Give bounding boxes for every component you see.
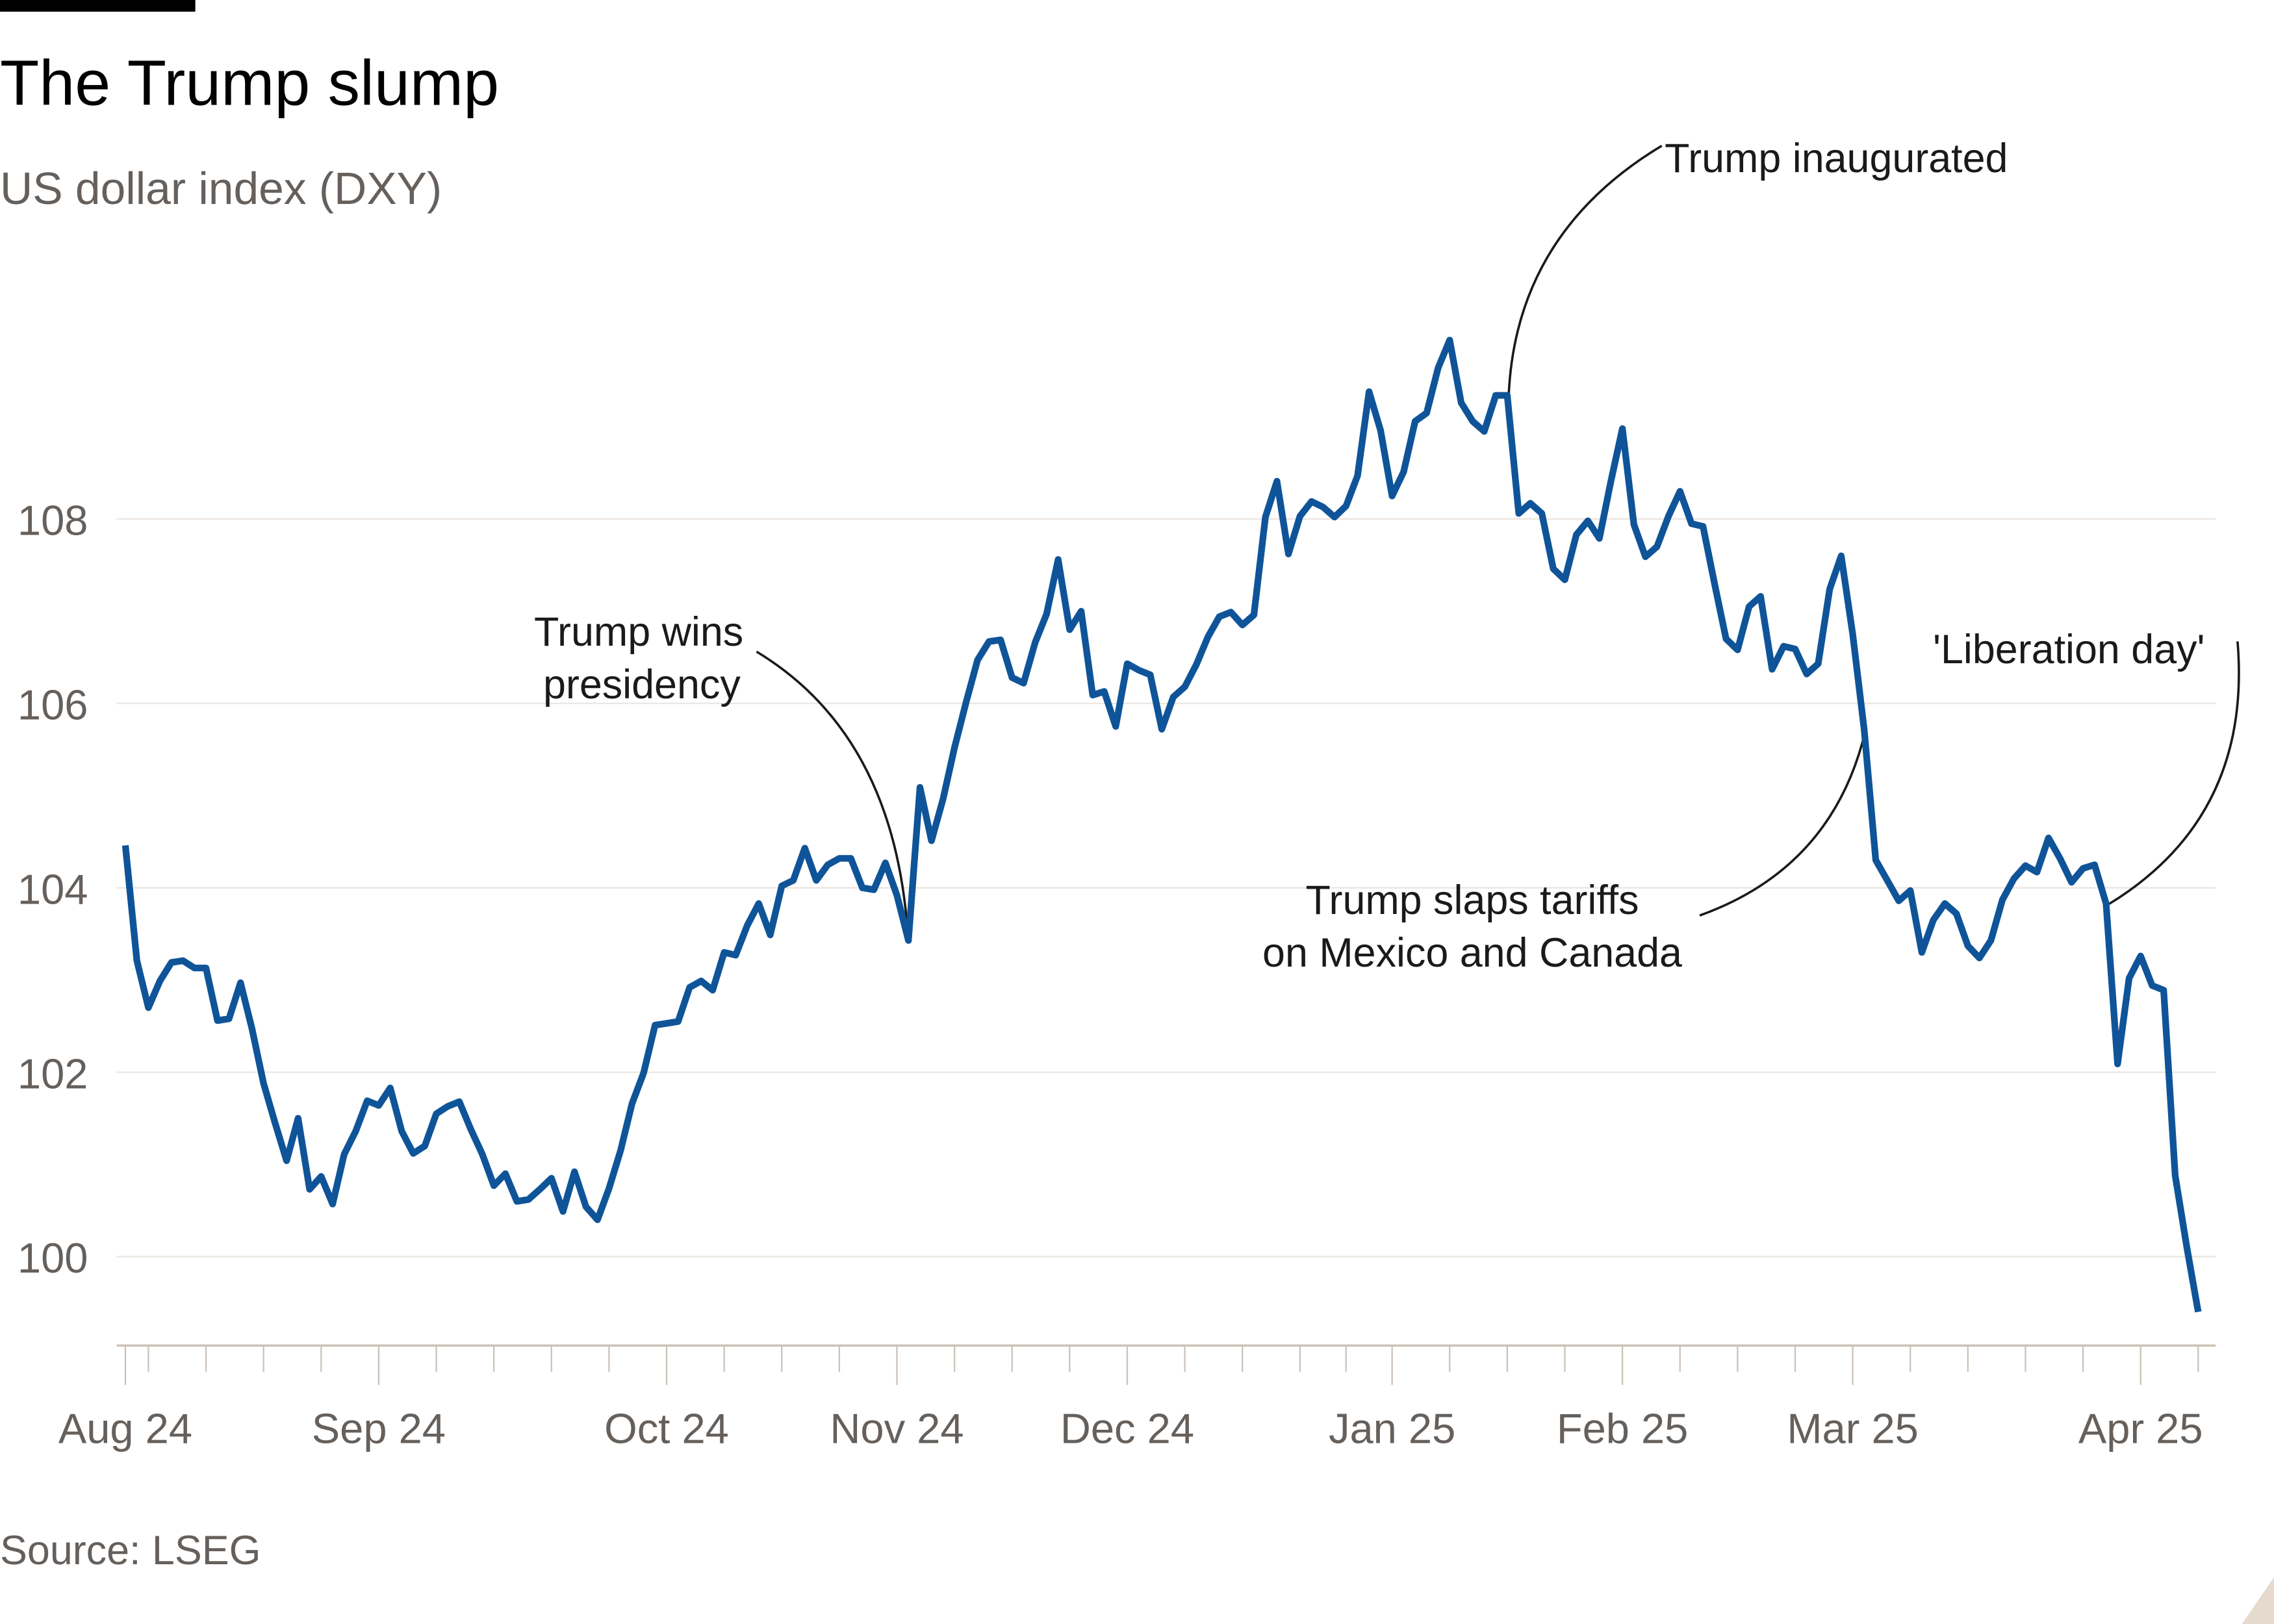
chart-title: The Trump slump: [0, 47, 499, 119]
gridlines: [116, 518, 2216, 1258]
series-line: [121, 336, 2202, 1313]
x-tick-label: Feb 25: [1557, 1405, 1689, 1453]
annotation-connector-liberation-day: [2108, 641, 2240, 905]
x-tick-label: Dec 24: [1060, 1405, 1194, 1453]
annotation-tariffs-line1: Trump slaps tariffs: [1305, 878, 1639, 923]
annotation-election-line2: presidency: [543, 662, 741, 707]
annotation-liberation-day: 'Liberation day': [1933, 627, 2205, 672]
x-tick-label: Nov 24: [830, 1405, 964, 1453]
annotation-tariffs-line2: on Mexico and Canada: [1262, 930, 1682, 976]
y-axis: 100 102 104 106 108: [18, 497, 88, 1282]
y-tick-label: 106: [18, 681, 88, 728]
x-tick-label: Aug 24: [58, 1405, 192, 1453]
chart-subtitle: US dollar index (DXY): [0, 163, 442, 214]
annotation-connector-election: [756, 650, 910, 941]
x-tick-label: Sep 24: [312, 1405, 446, 1453]
annotation-connector-inauguration: [1507, 144, 1663, 396]
y-tick-label: 100: [18, 1234, 88, 1282]
source-note: Source: LSEG: [0, 1528, 261, 1573]
x-axis: Aug 24 Sep 24 Oct 24 Nov 24 Dec 24 Jan 25 Feb …: [58, 1344, 2216, 1453]
annotation-election-line1: Trump wins: [534, 609, 743, 655]
x-tick-label: Mar 25: [1787, 1405, 1918, 1453]
corner-fold: [2242, 1577, 2274, 1624]
annotation-connector-tariffs: [1699, 728, 1867, 917]
annotation-inauguration: Trump inaugurated: [1665, 136, 2008, 181]
x-tick-label: Apr 25: [2078, 1405, 2203, 1453]
annotations: Trump wins presidency Trump inaugurated …: [534, 136, 2240, 976]
y-tick-label: 108: [18, 497, 88, 544]
y-tick-label: 102: [18, 1050, 88, 1097]
series-dxy: [121, 336, 2202, 1313]
y-tick-label: 104: [18, 865, 88, 913]
x-tick-label: Jan 25: [1329, 1405, 1455, 1453]
x-tick-label: Oct 24: [604, 1405, 729, 1453]
brand-bar: [0, 0, 196, 12]
